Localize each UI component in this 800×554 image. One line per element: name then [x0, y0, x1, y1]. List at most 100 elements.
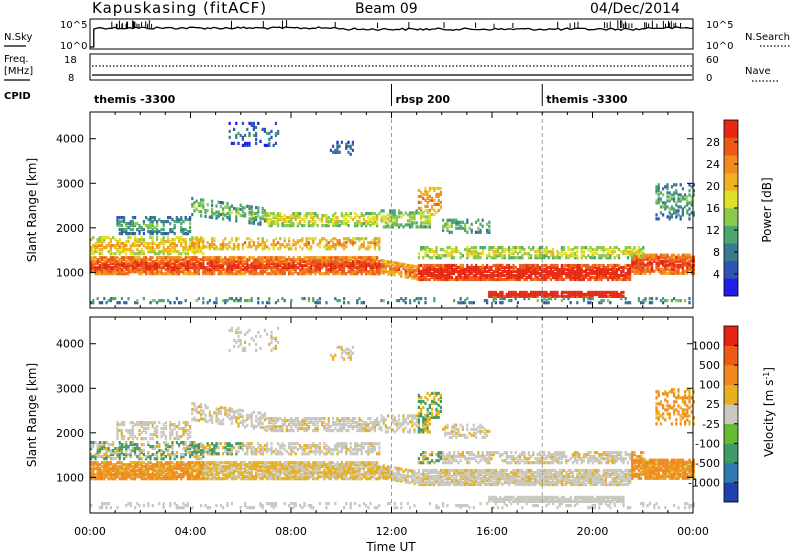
- data-cell: [138, 250, 141, 254]
- data-cell: [228, 216, 231, 220]
- data-cell: [101, 236, 104, 240]
- data-cell: [523, 267, 526, 272]
- data-cell: [101, 244, 104, 248]
- data-cell: [283, 214, 286, 218]
- data-cell: [169, 461, 172, 465]
- data-cell: [316, 214, 319, 218]
- data-cell: [336, 256, 339, 260]
- data-cell: [569, 292, 572, 296]
- data-cell: [349, 264, 352, 268]
- data-cell: [149, 272, 152, 276]
- data-cell: [241, 245, 244, 249]
- data-cell: [288, 256, 291, 260]
- data-cell: [109, 256, 112, 260]
- data-cell: [241, 264, 244, 268]
- data-cell: [156, 429, 159, 433]
- data-cell: [90, 264, 93, 268]
- data-cell: [178, 461, 181, 465]
- data-cell: [637, 250, 640, 254]
- data-cell: [296, 256, 299, 260]
- data-cell: [94, 266, 97, 270]
- data-cell: [596, 275, 599, 280]
- data-cell: [178, 238, 181, 242]
- data-cell: [675, 201, 678, 205]
- data-cell: [327, 224, 330, 228]
- data-cell: [681, 195, 684, 199]
- data-cell: [138, 240, 141, 244]
- data-cell: [677, 253, 680, 257]
- data-cell: [538, 273, 541, 278]
- data-cell: [607, 277, 610, 282]
- data-cell: [398, 299, 401, 303]
- data-cell: [505, 294, 508, 298]
- data-cell: [589, 269, 592, 274]
- data-cell: [318, 241, 321, 245]
- data-cell: [450, 254, 453, 258]
- data-cell: [248, 121, 251, 125]
- data-cell: [424, 221, 427, 225]
- data-cell: [666, 271, 669, 275]
- data-cell: [574, 254, 577, 258]
- data-cell: [358, 262, 361, 266]
- data-cell: [228, 268, 231, 272]
- data-cell: [466, 252, 469, 256]
- data-cell: [131, 220, 134, 224]
- data-cell: [461, 269, 464, 274]
- data-cell: [147, 451, 150, 455]
- data-cell: [673, 183, 676, 187]
- data-cell: [527, 246, 530, 250]
- data-cell: [219, 256, 222, 260]
- data-cell: [310, 266, 313, 270]
- data-cell: [622, 273, 625, 278]
- data-cell: [140, 264, 143, 268]
- data-cell: [101, 240, 104, 244]
- data-cell: [459, 265, 462, 270]
- data-cell: [310, 258, 313, 262]
- data-cell: [635, 271, 638, 275]
- data-cell: [175, 216, 178, 220]
- data-cell: [688, 267, 691, 271]
- data-cell: [651, 253, 654, 257]
- data-cell: [147, 258, 150, 262]
- data-cell: [268, 262, 271, 266]
- data-cell: [129, 455, 132, 459]
- data-cell: [290, 245, 293, 249]
- data-cell: [433, 186, 436, 190]
- data-cell: [186, 469, 189, 473]
- data-cell: [158, 469, 161, 473]
- data-cell: [626, 277, 629, 282]
- data-cell: [140, 226, 143, 230]
- data-cell: [94, 473, 97, 477]
- nsky-label: N.Sky: [4, 32, 32, 43]
- data-cell: [156, 246, 159, 250]
- data-cell: [552, 275, 555, 280]
- data-cell: [206, 272, 209, 276]
- data-cell: [334, 148, 337, 152]
- data-cell: [290, 266, 293, 270]
- data-cell: [321, 237, 324, 241]
- data-cell: [523, 292, 526, 296]
- data-cell: [217, 272, 220, 276]
- data-cell: [534, 271, 537, 276]
- data-cell: [259, 270, 262, 274]
- data-cell: [360, 264, 363, 268]
- data-cell: [640, 265, 643, 269]
- data-cell: [171, 429, 174, 433]
- data-cell: [593, 271, 596, 276]
- data-cell: [541, 299, 544, 303]
- data-cell: [670, 267, 673, 271]
- data-cell: [521, 294, 524, 298]
- data-cell: [615, 269, 618, 274]
- data-cell: [633, 248, 636, 252]
- data-cell: [252, 272, 255, 276]
- data-cell: [413, 299, 416, 303]
- data-cell: [373, 258, 376, 262]
- data-cell: [571, 271, 574, 276]
- data-cell: [151, 256, 154, 260]
- data-cell: [591, 254, 594, 258]
- data-cell: [191, 204, 194, 209]
- data-cell: [481, 224, 484, 228]
- data-cell: [446, 265, 449, 270]
- data-cell: [475, 269, 478, 274]
- data-cell: [593, 277, 596, 282]
